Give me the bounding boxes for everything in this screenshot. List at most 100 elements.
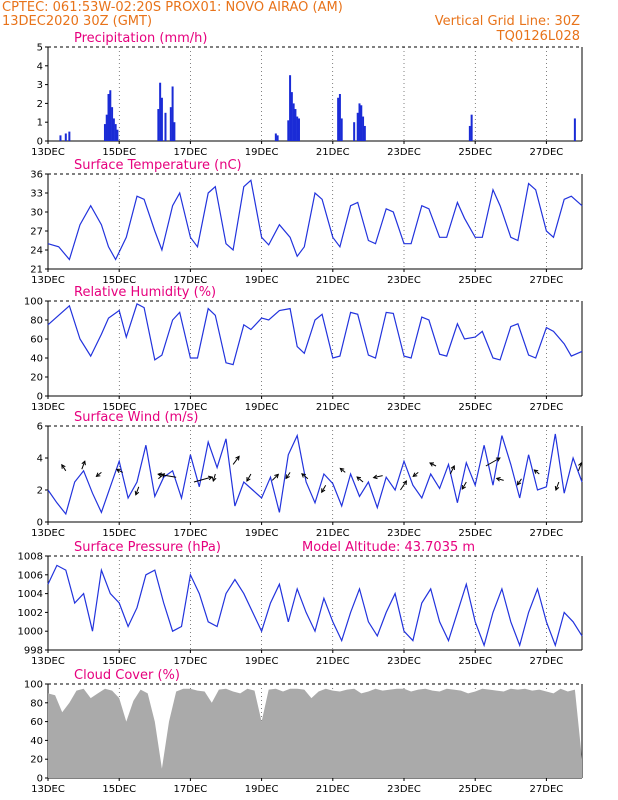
y-tick-label: 21 (30, 265, 43, 276)
wind-arrowhead (402, 480, 407, 486)
x-tick-label: 27DEC (530, 147, 564, 158)
wind-direction-arrow (193, 476, 213, 483)
x-tick-label: 19DEC (245, 147, 279, 158)
x-tick-label: 19DEC (245, 528, 279, 539)
wind-arrowhead (533, 469, 539, 474)
wind-direction-arrow (356, 476, 364, 483)
x-tick-label: 17DEC (174, 275, 208, 286)
panel-title: Precipitation (mm/h) (74, 31, 207, 46)
wind-direction-arrow (232, 456, 240, 465)
precip-bar (171, 86, 174, 141)
x-tick-label: 23DEC (387, 275, 421, 286)
x-tick-label: 17DEC (174, 402, 208, 413)
y-tick-label: 1008 (18, 552, 43, 563)
wind-arrowhead (495, 457, 501, 462)
precip-bar (468, 125, 471, 141)
x-tick-label: 27DEC (530, 402, 564, 413)
x-tick-label: 25DEC (458, 275, 492, 286)
wind-direction-arrow (412, 472, 419, 477)
x-tick-label: 25DEC (458, 528, 492, 539)
y-tick-label: 100 (24, 680, 43, 691)
x-tick-label: 19DEC (245, 275, 279, 286)
x-tick-label: 19DEC (245, 784, 279, 795)
wind-direction-arrow (400, 480, 407, 491)
precip-bar (363, 125, 366, 141)
y-tick-label: 0 (37, 518, 43, 529)
wind-arrowhead (81, 460, 86, 466)
wind-direction-arrow (321, 484, 327, 493)
precip-bar (289, 75, 292, 141)
wind-arrowhead (207, 475, 214, 481)
y-tick-label: 4 (37, 454, 43, 465)
wind-arrowhead (95, 472, 101, 478)
panel-note: Model Altitude: 43.7035 m (302, 540, 475, 555)
wind-arrowhead (450, 465, 455, 471)
precip-bar (296, 116, 299, 141)
wind-direction-arrow (96, 472, 102, 477)
wind-direction-arrow (301, 473, 309, 480)
wind-arrowhead (61, 463, 66, 469)
x-tick-label: 23DEC (387, 147, 421, 158)
precip-bar (159, 82, 162, 141)
wind-direction-arrow (158, 473, 177, 478)
precip-bar (287, 120, 290, 141)
precip-bar (294, 109, 297, 141)
precip-bar (160, 97, 163, 141)
y-tick-label: 1006 (18, 570, 43, 581)
precip-bar (116, 129, 119, 141)
x-tick-label: 13DEC (31, 147, 65, 158)
y-tick-label: 40 (30, 736, 43, 747)
y-tick-label: 3 (37, 80, 43, 91)
wind-arrowhead (246, 476, 251, 482)
wind-direction-arrow (533, 469, 540, 475)
y-tick-label: 80 (30, 316, 43, 327)
x-tick-label: 15DEC (102, 402, 136, 413)
precip-bar (164, 112, 167, 141)
y-tick-label: 1004 (18, 589, 43, 600)
y-tick-label: 2 (37, 99, 43, 110)
y-tick-label: 33 (30, 189, 43, 200)
wind-arrowhead (321, 488, 326, 494)
x-tick-label: 25DEC (458, 147, 492, 158)
y-tick-label: 0 (37, 137, 43, 148)
wind-arrowhead (578, 461, 583, 467)
y-tick-label: 27 (30, 227, 43, 238)
precip-bar (111, 107, 114, 141)
series-line (47, 303, 583, 366)
cloud-cover-area (48, 688, 582, 778)
wind-arrowhead (274, 473, 280, 479)
wind-direction-arrow (429, 462, 437, 467)
y-tick-label: 0 (37, 774, 43, 785)
precip-bar (173, 122, 176, 141)
precip-bar (290, 92, 293, 141)
precip-bar (276, 135, 279, 141)
x-tick-label: 15DEC (102, 147, 136, 158)
x-tick-label: 13DEC (31, 275, 65, 286)
precip-bar (103, 124, 106, 141)
y-tick-label: 40 (30, 354, 43, 365)
precip-bar (68, 131, 71, 141)
wind-direction-arrow (449, 465, 455, 475)
panel-title: Relative Humidity (%) (74, 285, 216, 300)
x-tick-label: 17DEC (174, 147, 208, 158)
wind-direction-arrow (555, 481, 560, 491)
y-tick-label: 998 (24, 646, 43, 657)
x-tick-label: 27DEC (530, 656, 564, 667)
precip-bar (337, 97, 340, 141)
x-tick-label: 13DEC (31, 402, 65, 413)
wind-direction-arrow (271, 474, 279, 481)
forecast-start-time: 13DEC2020 30Z (GMT) (2, 14, 153, 29)
y-tick-label: 36 (30, 170, 43, 181)
precip-bar (59, 135, 62, 141)
wind-arrowhead (412, 472, 418, 478)
panel-title: Cloud Cover (%) (74, 668, 180, 683)
wind-arrowhead (134, 490, 140, 496)
y-tick-label: 1002 (18, 608, 43, 619)
y-tick-label: 60 (30, 717, 43, 728)
wind-arrowhead (429, 462, 435, 467)
x-tick-label: 23DEC (387, 784, 421, 795)
x-tick-label: 17DEC (174, 656, 208, 667)
series-line (47, 179, 583, 261)
wind-direction-arrow (212, 473, 216, 482)
x-tick-label: 13DEC (31, 656, 65, 667)
